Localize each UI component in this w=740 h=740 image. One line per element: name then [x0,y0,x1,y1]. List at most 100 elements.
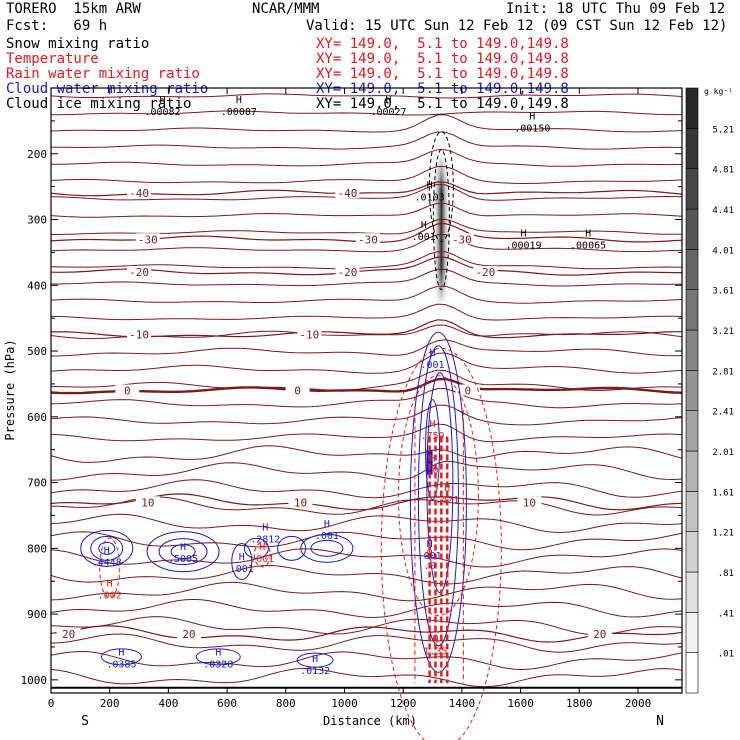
isotherm-label: 20 [593,628,606,641]
colorbar-label: .01 [718,650,734,660]
isotherm-line [50,564,683,585]
isotherm-line [50,388,683,409]
x-tick-label: 1400 [449,697,476,710]
isotherm-line [50,513,683,533]
x-tick-label: 0 [48,697,55,710]
ice-max-label-marker: H [521,229,527,240]
isotherm-label-bg [297,328,322,340]
isotherm-label: 0 [294,385,301,398]
cloud-water-contour [243,537,269,559]
rain-max-label: .421 [435,495,459,506]
isotherm-label: -20 [475,266,495,279]
cloud-water-contour [417,345,459,647]
legend-range-rain: XY= 149.0, 5.1 to 149.0,149.8 [316,66,569,82]
cloud-water-max-label: .001 [418,551,442,562]
ice-max-label-marker: H [385,95,391,106]
cloud-water-contour [98,541,116,555]
ice-max-label-marker: H [236,95,242,106]
cloud-water-max-label-marker: H [324,519,330,530]
isotherm-label-bg [127,266,152,278]
colorbar-swatch [685,531,699,573]
cloud-water-max-label: .0328 [203,659,233,670]
y-tick-label: 300 [27,214,47,227]
rain-contour [397,375,479,617]
isotherm-label-bg [455,384,480,396]
isotherm-label: 0 [124,385,131,398]
x-axis-label: Distance (km) [323,714,417,728]
isotherm-label-bg [127,328,152,340]
colorbar-label: 5.21 [712,125,734,135]
cloud-ice-contour [428,131,454,243]
colorbar-unit: g kg⁻¹ [704,87,733,96]
north-label: N [656,714,664,729]
south-label: S [81,714,89,729]
isotherm-line [50,202,683,218]
colorbar-swatch [685,370,699,411]
y-axis-label: Pressure (hPa) [3,339,17,440]
ice-max-label: .001 [412,232,436,243]
ice-max-label-marker: H [160,95,166,106]
colorbar-swatch [685,329,699,371]
cloud-ice-layer [428,131,454,291]
colorbar-swatch [685,168,699,210]
legend-field-rain: Rain water mixing ratio [6,66,200,82]
isotherm-label: -10 [129,329,149,342]
rain-max-label: 1.35 [423,646,447,657]
cloud-water-contour [158,538,208,566]
isotherm-label-bg [587,627,612,639]
rain-max-label: .001 [250,554,274,565]
isotherm-label: 20 [62,628,75,641]
isotherm-line [50,423,683,443]
cloud-water-max-label-marker: H [104,545,110,556]
valid-time: Valid: 15 UTC Sun 12 Feb 12 (09 CST Sun … [306,18,728,34]
legend-range-temperature: XY= 149.0, 5.1 to 149.0,149.8 [316,51,569,67]
cloud-water-contour [310,539,344,557]
cloud-water-contour [300,533,354,563]
temperature-layer: -40 -40 -30 -30 -30 -20 -20 -20 -10 -10 0 0 0 10 10 10 2… [50,93,683,688]
x-tick-label: 800 [276,697,296,710]
colorbar-swatch [685,249,699,290]
ice-max-label: .00087 [221,107,257,118]
cloud-water-max-label: .001 [230,564,254,575]
colorbar-label: 3.21 [712,327,734,337]
ice-max-label-marker: H [427,181,433,192]
isotherm-line [50,352,683,374]
isotherm-line [50,339,683,357]
isotherm-line [50,479,683,499]
colorbar-label: .81 [718,569,734,579]
init-time: Init: 18 UTC Thu 09 Feb 12 [506,1,726,17]
axes-layer: 0 200 400 600 800 1000 1200 1400 1600 1800 2000200… [21,87,683,710]
ice-max-label: .00065 [570,241,606,252]
ice-max-label: .00027 [370,107,406,118]
isotherm-label: -20 [129,266,149,279]
isotherm-label: 10 [141,496,154,509]
rain-max-label-marker: H [430,419,436,430]
snow-layer [432,153,451,306]
org-label: NCAR/MMM [252,1,320,17]
colorbar-label: 4.41 [712,206,734,216]
isotherm-line [50,667,683,688]
isotherm-line [50,131,683,150]
legend-range-cloud-ice: XY= 149.0, 5.1 to 149.0,149.8 [316,96,569,112]
cloud-water-max-label: .001 [315,531,339,542]
isotherm-label: -40 [337,187,357,200]
rain-max-label-marker: H [259,542,265,553]
cloud-water-contour [195,648,241,666]
cloud-water-max-label-marker: H [118,647,124,658]
colorbar-swatch [685,491,699,532]
isotherm-line [50,233,683,253]
colorbar-label: 3.61 [712,287,734,297]
rain-max-label-marker: H [432,634,438,645]
isotherm-label-bg [135,233,160,245]
isotherm-label: 10 [294,496,307,509]
cloud-water-max-label-marker: H [180,542,186,553]
rain-max-label-marker: H [107,578,113,589]
isotherm-line [50,404,683,426]
isotherm-line [50,445,683,463]
colorbar-swatch [685,128,699,169]
x-tick-label: 600 [217,697,237,710]
cloud-ice-contour [432,149,450,291]
isotherm-line [50,285,683,304]
isotherm-label-bg [473,266,498,278]
